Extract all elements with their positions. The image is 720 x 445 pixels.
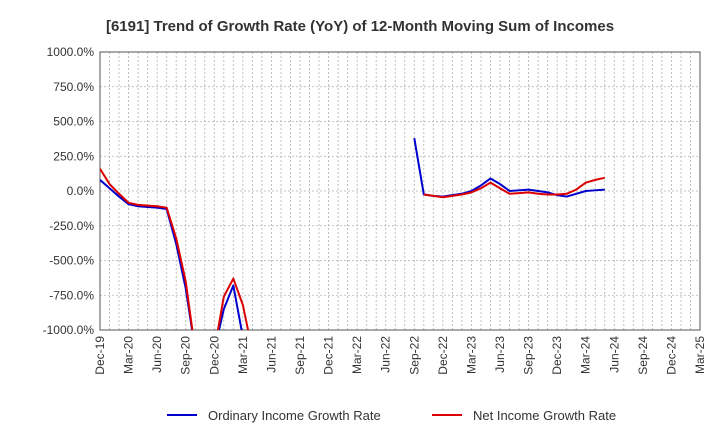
x-tick-label: Sep-20: [179, 336, 193, 375]
x-tick-label: Jun-23: [493, 336, 507, 373]
plot-border: [99, 51, 701, 331]
y-tick-label: 0.0%: [67, 184, 95, 198]
y-tick-label: 750.0%: [53, 80, 94, 94]
x-tick-label: Dec-24: [664, 336, 678, 375]
x-tick-label: Dec-20: [207, 336, 221, 375]
x-tick-label: Jun-21: [264, 336, 278, 373]
x-tick-label: Mar-20: [122, 336, 136, 374]
y-tick-label: -250.0%: [49, 219, 94, 233]
y-tick-label: -750.0%: [49, 288, 94, 302]
legend: Ordinary Income Growth Rate Net Income Gr…: [167, 408, 616, 423]
x-tick-label: Sep-21: [293, 336, 307, 375]
x-tick-label: Jun-20: [150, 336, 164, 373]
y-tick-label: 250.0%: [53, 149, 94, 163]
series-layer: [100, 138, 605, 330]
axis-layer: 1000.0% 750.0% 500.0% 250.0% 0.0% -250.0% -500…: [43, 45, 707, 375]
x-tick-label: Dec-19: [93, 336, 107, 375]
y-tick-label: -1000.0%: [43, 323, 95, 337]
x-tick-label: Jun-22: [379, 336, 393, 373]
x-tick-label: Dec-23: [550, 336, 564, 375]
x-tick-label: Jun-24: [607, 336, 621, 373]
x-tick-label: Sep-24: [636, 336, 650, 375]
x-tick-label: Sep-23: [522, 336, 536, 375]
y-tick-label: -500.0%: [49, 254, 94, 268]
x-tick-label: Dec-21: [322, 336, 336, 375]
x-tick-label: Sep-22: [407, 336, 421, 375]
chart-title: [6191] Trend of Growth Rate (YoY) of 12-…: [106, 18, 614, 35]
legend-label: Net Income Growth Rate: [473, 408, 616, 423]
y-tick-label: 500.0%: [53, 115, 94, 129]
x-tick-label: Mar-24: [579, 336, 593, 374]
x-tick-label: Dec-22: [436, 336, 450, 375]
series-line-net-income: [100, 168, 605, 330]
x-tick-label: Mar-22: [350, 336, 364, 374]
x-tick-label: Mar-21: [236, 336, 250, 374]
legend-label: Ordinary Income Growth Rate: [208, 408, 381, 423]
y-tick-label: 1000.0%: [47, 45, 95, 59]
x-tick-label: Mar-23: [464, 336, 478, 374]
x-tick-label: Mar-25: [693, 336, 707, 374]
